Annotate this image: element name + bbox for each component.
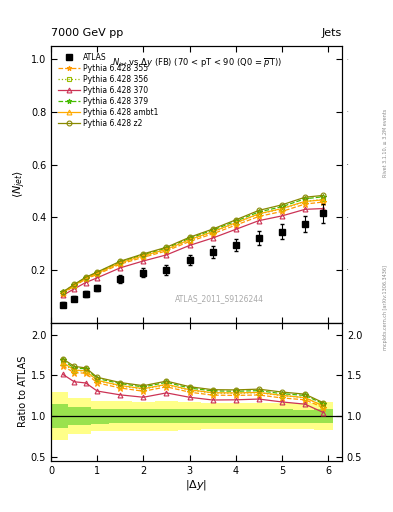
Text: mcplots.cern.ch [arXiv:1306.3436]: mcplots.cern.ch [arXiv:1306.3436] — [383, 265, 388, 350]
Y-axis label: $\langle N_{jet}\rangle$: $\langle N_{jet}\rangle$ — [12, 170, 28, 199]
Y-axis label: Ratio to ATLAS: Ratio to ATLAS — [18, 356, 28, 428]
Text: 7000 GeV pp: 7000 GeV pp — [51, 28, 123, 38]
Text: Rivet 3.1.10, ≥ 3.2M events: Rivet 3.1.10, ≥ 3.2M events — [383, 109, 388, 178]
Text: ATLAS_2011_S9126244: ATLAS_2011_S9126244 — [175, 294, 264, 303]
X-axis label: $|\Delta y|$: $|\Delta y|$ — [185, 478, 208, 493]
Text: Jets: Jets — [321, 28, 342, 38]
Text: $N_{jet}$ vs $\Delta y$ (FB) (70 < pT < 90 (Q0 = $\overline{p}$T)): $N_{jet}$ vs $\Delta y$ (FB) (70 < pT < … — [112, 57, 281, 70]
Legend: ATLAS, Pythia 6.428 355, Pythia 6.428 356, Pythia 6.428 370, Pythia 6.428 379, P: ATLAS, Pythia 6.428 355, Pythia 6.428 35… — [57, 52, 160, 129]
